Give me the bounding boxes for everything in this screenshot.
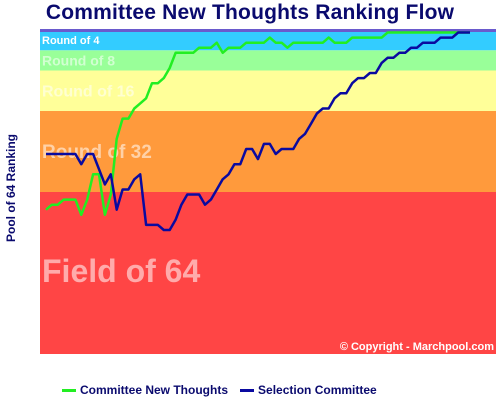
band-label-round-of-16: Round of 16 <box>42 83 135 100</box>
series-line-committee-new-thoughts <box>45 31 470 217</box>
band-label-round-of-32: Round of 32 <box>42 142 152 163</box>
band-round-of-16 <box>40 70 496 111</box>
band-label-round-of-8: Round of 8 <box>42 52 115 68</box>
legend: Committee New Thoughts Selection Committ… <box>62 381 377 399</box>
legend-item-committee-new-thoughts: Committee New Thoughts <box>62 383 228 397</box>
plot-top-strip <box>40 29 496 32</box>
series-lines <box>45 31 470 232</box>
y-axis-label-wrap: Pool of 64 Ranking <box>2 123 18 253</box>
legend-item-selection-committee: Selection Committee <box>240 383 377 397</box>
legend-label-committee-new-thoughts: Committee New Thoughts <box>80 383 229 397</box>
band-round-of-8 <box>40 50 496 71</box>
y-axis-label: Pool of 64 Ranking <box>4 134 18 243</box>
copyright-text: © Copyright - Marchpool.com <box>340 341 494 353</box>
legend-swatch-committee-new-thoughts <box>62 388 76 392</box>
legend-swatch-selection-committee <box>240 388 255 392</box>
legend-label-selection-committee: Selection Committee <box>258 383 377 397</box>
band-label-round-of-4: Round of 4 <box>42 35 100 47</box>
rank-bands <box>40 29 496 354</box>
rank-band-labels: Field of 64 Round of 32 Round of 16 Round o… <box>42 35 200 289</box>
band-label-field-of-64: Field of 64 <box>42 253 200 289</box>
band-field-of-64 <box>40 192 496 354</box>
series-line-selection-committee <box>46 31 470 232</box>
chart-title: Committee New Thoughts Ranking Flow <box>45 1 455 24</box>
